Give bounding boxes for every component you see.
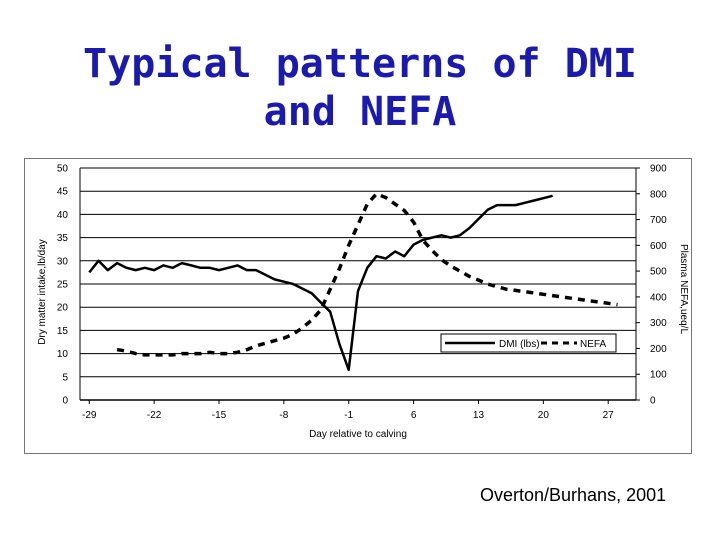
y-tick-label: 35: [57, 233, 69, 244]
x-tick-label: 27: [603, 410, 615, 421]
y2-tick-label: 0: [650, 396, 656, 407]
source-credit: Overton/Burhans, 2001: [480, 485, 667, 505]
y-tick-label: 5: [62, 372, 68, 383]
legend-box: [440, 333, 617, 353]
y-tick-label: 0: [62, 396, 68, 407]
dmi-nefa-chart: 0510152025303540455001002003004005006007…: [37, 164, 689, 441]
y2-tick-label: 700: [650, 215, 667, 226]
y-tick-label: 30: [57, 256, 69, 267]
series-line-nefa: [116, 192, 618, 357]
x-tick-label: -1: [344, 410, 353, 421]
legend-label-nefa: NEFA: [580, 339, 606, 350]
x-tick-label: -8: [279, 410, 288, 421]
chart-frame: [24, 158, 692, 454]
x-tick-label: -29: [82, 410, 97, 421]
y-tick-label: 25: [57, 280, 69, 291]
slide-title: Typical patterns of DMI and NEFA: [0, 40, 720, 136]
x-tick-label: 20: [538, 410, 550, 421]
y-tick-label: 10: [57, 349, 69, 360]
y2-tick-label: 100: [650, 370, 667, 381]
title-line-1: Typical patterns of DMI: [83, 41, 637, 87]
y-axis-title: Dry matter intake,lb/day: [37, 239, 48, 345]
x-tick-label: -15: [212, 410, 227, 421]
y-tick-label: 40: [57, 210, 69, 221]
title-line-2: and NEFA: [263, 89, 457, 135]
y2-axis-title: Plasma NEFA,ueq/L: [678, 244, 689, 334]
y2-tick-label: 500: [650, 267, 667, 278]
y2-tick-label: 300: [650, 318, 667, 329]
x-tick-label: -22: [147, 410, 162, 421]
y2-tick-label: 600: [650, 241, 667, 252]
y2-tick-label: 200: [650, 344, 667, 355]
x-tick-label: 13: [473, 410, 485, 421]
y2-tick-label: 400: [650, 292, 667, 303]
y2-tick-label: 900: [650, 164, 667, 175]
y-tick-label: 50: [57, 164, 69, 175]
legend-label-dmi: DMI (lbs): [499, 339, 540, 350]
x-axis-title: Day relative to calving: [309, 429, 407, 440]
y2-tick-label: 800: [650, 189, 667, 200]
y-tick-label: 15: [57, 326, 69, 337]
x-tick-label: 6: [411, 410, 417, 421]
y-tick-label: 20: [57, 303, 69, 314]
y-tick-label: 45: [57, 187, 69, 198]
series-line-dmi: [88, 194, 553, 372]
